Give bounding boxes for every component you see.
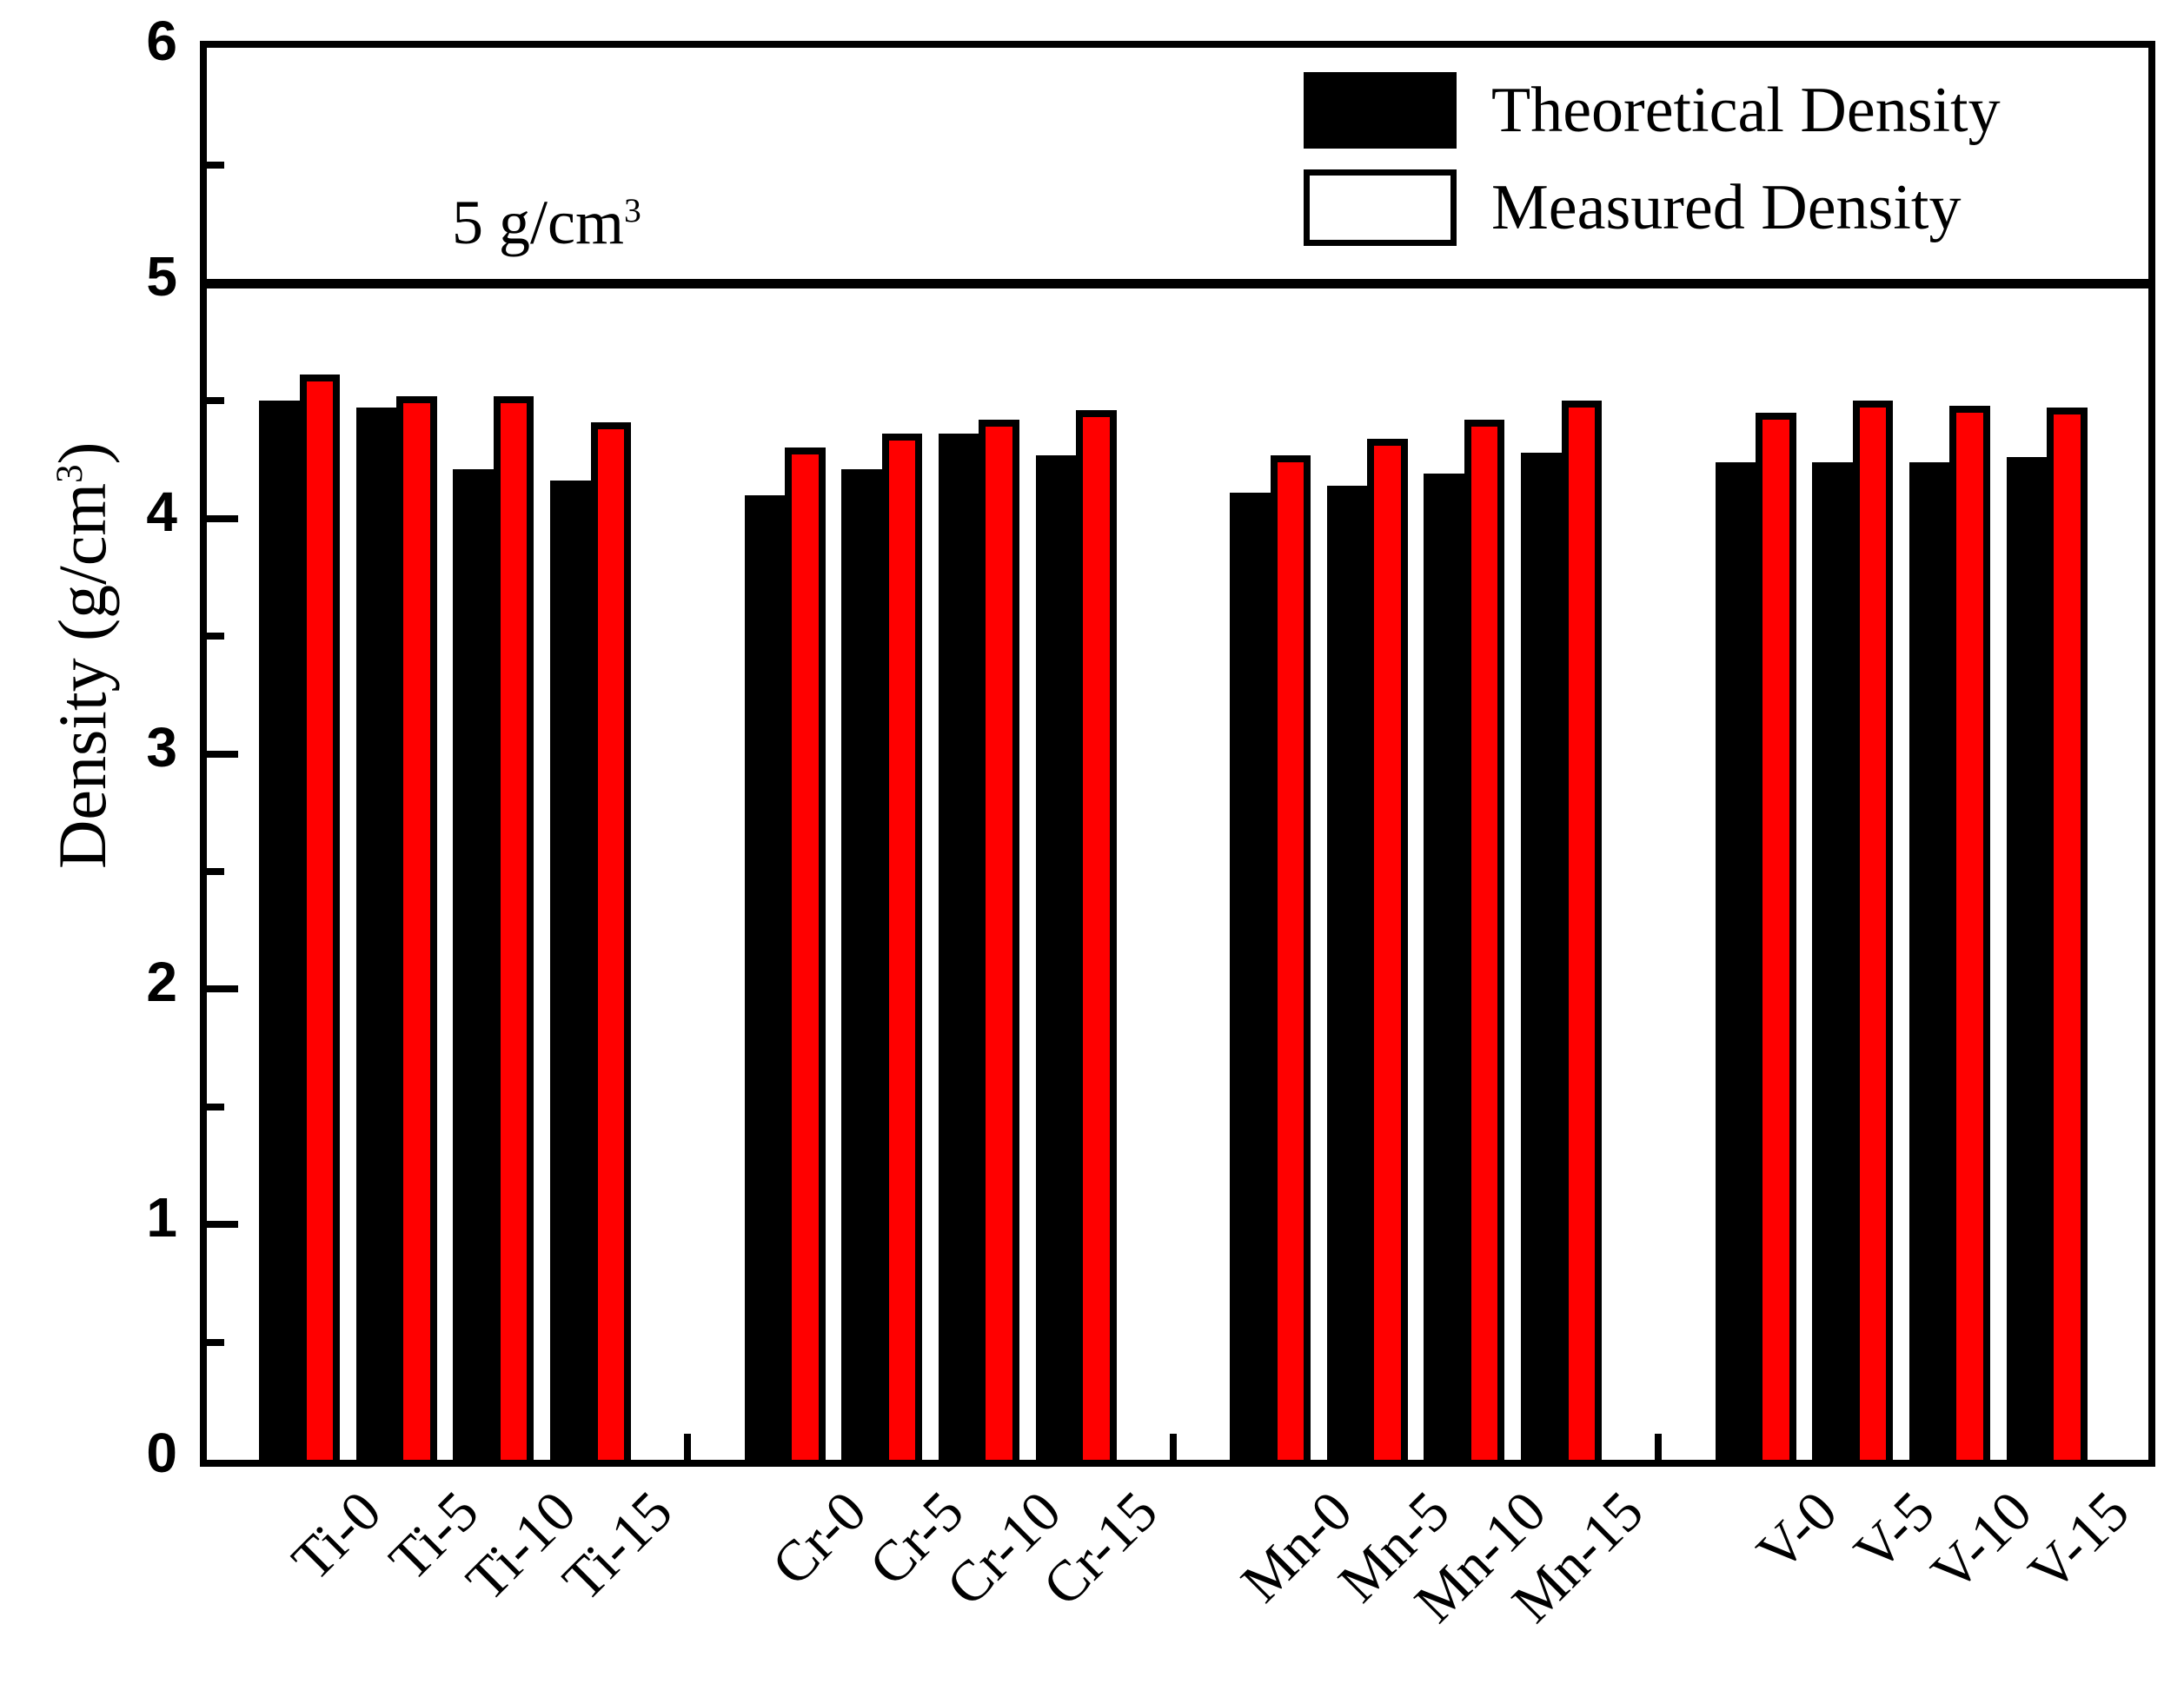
annotation-text: 5 g/cm — [452, 188, 624, 257]
theoretical-density-bar-Ti-15 — [550, 481, 591, 1460]
measured-density-bar-Cr-10 — [979, 419, 1019, 1460]
theoretical-density-bar-Ti-0 — [259, 401, 300, 1460]
x-group-separator-tick — [1655, 1434, 1663, 1460]
theoretical-density-bar-Cr-0 — [744, 494, 785, 1460]
y-tick-label-1: 1 — [146, 1186, 177, 1250]
measured-density-bar-V-15 — [2047, 408, 2088, 1460]
y-major-tick — [207, 1221, 238, 1229]
plot-area: 5 g/cm3 — [200, 41, 2155, 1467]
x-tick-label-Ti-10: Ti-10 — [454, 1479, 588, 1614]
reference-line-5 — [207, 278, 2148, 288]
theoretical-density-bar-Cr-5 — [841, 468, 882, 1460]
measured-density-bar-Ti-10 — [493, 395, 534, 1460]
x-tick-label-Ti-15: Ti-15 — [551, 1479, 685, 1614]
y-tick-label-4: 4 — [146, 480, 177, 543]
theoretical-density-bar-Ti-5 — [355, 408, 397, 1460]
measured-density-bar-Ti-0 — [299, 375, 340, 1460]
measured-density-bar-Cr-0 — [785, 448, 826, 1460]
x-group-separator-tick — [1169, 1434, 1177, 1460]
y-major-tick — [207, 750, 238, 758]
measured-density-bar-Ti-15 — [590, 421, 632, 1460]
x-tick-label-V-10: V-10 — [1919, 1479, 2044, 1604]
legend: Theoretical Density Measured Density — [1304, 71, 2001, 247]
measured-density-bar-Cr-15 — [1076, 410, 1117, 1460]
measured-density-bar-Mn-5 — [1367, 438, 1408, 1460]
measured-density-bar-V-10 — [1949, 405, 1990, 1460]
theoretical-density-label: Theoretical Density — [1491, 75, 2001, 146]
y-minor-tick — [207, 1103, 224, 1111]
theoretical-density-bar-Ti-10 — [453, 468, 494, 1460]
x-tick-label-Cr-0: Cr-0 — [760, 1479, 880, 1598]
y-tick-label-2: 2 — [146, 951, 177, 1014]
measured-density-bar-V-5 — [1852, 401, 1894, 1460]
y-minor-tick — [207, 1338, 224, 1346]
y-minor-tick — [207, 633, 224, 640]
theoretical-density-bar-V-0 — [1715, 461, 1756, 1460]
measured-density-bar-Ti-5 — [396, 395, 437, 1460]
theoretical-density-bar-V-15 — [2006, 457, 2048, 1460]
theoretical-density-swatch — [1304, 72, 1457, 149]
x-tick-label-V-15: V-15 — [2016, 1479, 2141, 1604]
y-minor-tick — [207, 162, 224, 169]
theoretical-density-bar-Mn-10 — [1424, 474, 1464, 1460]
y-major-tick — [207, 985, 238, 993]
theoretical-density-bar-Mn-5 — [1326, 485, 1368, 1460]
measured-density-bar-Mn-0 — [1270, 454, 1311, 1460]
reference-line-annotation: 5 g/cm3 — [452, 187, 641, 259]
y-minor-tick — [207, 867, 224, 875]
theoretical-density-bar-Cr-10 — [938, 434, 979, 1460]
x-tick-label-Cr-15: Cr-15 — [1031, 1479, 1171, 1619]
theoretical-density-bar-Mn-0 — [1230, 492, 1271, 1460]
y-tick-label-5: 5 — [146, 244, 177, 308]
y-minor-tick — [207, 397, 224, 405]
y-tick-label-3: 3 — [146, 715, 177, 779]
x-tick-label-Ti-0: Ti-0 — [280, 1479, 394, 1593]
measured-density-swatch — [1304, 169, 1457, 246]
measured-density-bar-Cr-5 — [881, 434, 923, 1460]
x-group-separator-tick — [684, 1434, 692, 1460]
y-major-tick — [207, 514, 238, 522]
legend-row-theoretical: Theoretical Density — [1304, 71, 2001, 149]
y-axis-title-close: ) — [44, 441, 120, 465]
measured-density-label: Measured Density — [1491, 172, 1962, 243]
y-tick-label-0: 0 — [146, 1422, 177, 1484]
x-tick-label-Cr-10: Cr-10 — [934, 1479, 1073, 1619]
theoretical-density-bar-V-5 — [1812, 461, 1853, 1460]
theoretical-density-bar-Cr-15 — [1035, 454, 1077, 1460]
theoretical-density-bar-Mn-15 — [1521, 452, 1562, 1460]
measured-density-bar-Mn-15 — [1561, 401, 1603, 1460]
annotation-superscript: 3 — [623, 191, 641, 229]
measured-density-bar-V-0 — [1756, 412, 1796, 1460]
x-tick-label-V-0: V-0 — [1745, 1479, 1850, 1584]
legend-row-measured: Measured Density — [1304, 169, 2001, 247]
y-major-tick — [207, 279, 238, 287]
y-tick-label-6: 6 — [146, 10, 177, 72]
theoretical-density-bar-V-10 — [1909, 461, 1950, 1460]
x-tick-label-Mn-0: Mn-0 — [1229, 1479, 1364, 1614]
measured-density-bar-Mn-10 — [1464, 419, 1505, 1460]
